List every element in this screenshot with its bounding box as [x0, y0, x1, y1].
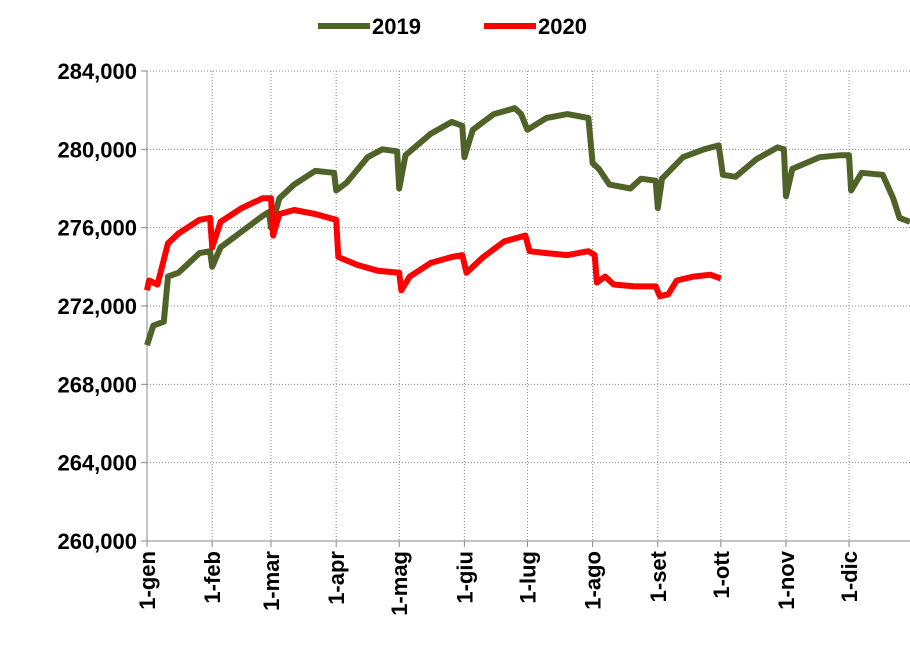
- x-tick-label: 1-lug: [515, 551, 540, 604]
- x-tick-label: 1-set: [646, 550, 671, 602]
- x-tick-label: 1-ago: [581, 551, 606, 610]
- x-tick-label: 1-nov: [774, 550, 799, 609]
- y-tick-label: 272,000: [57, 294, 137, 319]
- x-tick-label: 1-feb: [200, 551, 225, 604]
- x-tick-label: 1-dic: [837, 551, 862, 602]
- x-tick-label: 1-gen: [135, 551, 160, 610]
- x-tick-label: 1-mar: [259, 551, 284, 611]
- x-tick-label: 1-mag: [387, 551, 412, 616]
- y-tick-label: 260,000: [57, 529, 137, 554]
- y-tick-label: 268,000: [57, 372, 137, 397]
- y-tick-label: 280,000: [57, 137, 137, 162]
- legend-label: 2019: [372, 14, 421, 39]
- x-tick-label: 1-ott: [709, 550, 734, 598]
- line-series: [144, 195, 722, 300]
- x-tick-label: 1-giu: [452, 551, 477, 604]
- y-tick-label: 284,000: [57, 59, 137, 84]
- line-series: [144, 105, 910, 347]
- legend-label: 2020: [538, 14, 587, 39]
- y-tick-label: 264,000: [57, 451, 137, 476]
- y-tick-label: 276,000: [57, 216, 137, 241]
- x-tick-label: 1-apr: [324, 551, 349, 605]
